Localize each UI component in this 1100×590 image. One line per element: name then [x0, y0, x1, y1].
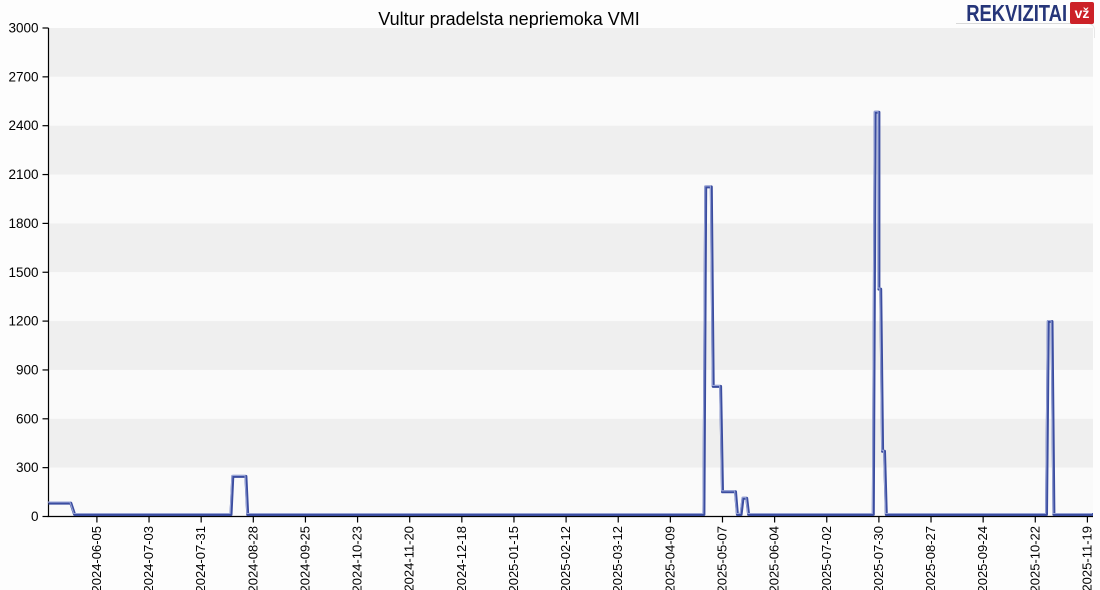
grid-band	[48, 223, 1093, 273]
chart-title: Vultur pradelsta nepriemoka VMI	[378, 9, 640, 29]
x-tick-label: 2025-07-30	[871, 526, 886, 590]
y-tick-label: 600	[16, 411, 39, 426]
data-series	[47, 110, 1093, 516]
vz-logo-badge: vž	[1070, 2, 1094, 24]
x-tick-label: 2025-08-27	[923, 526, 938, 590]
x-tick-label: 2025-10-22	[1027, 526, 1042, 590]
y-tick-label: 2100	[8, 167, 38, 182]
x-axis-ticks: 2024-06-05 2024-07-03 2024-07-31 2024-08-28…	[89, 516, 1094, 590]
rekvizitai-logo[interactable]: REKVIZITAI vž	[941, 0, 1094, 26]
series-line	[48, 110, 1093, 516]
y-tick-label: 1800	[8, 216, 38, 231]
y-tick-label: 900	[16, 362, 39, 377]
x-tick-label: 2024-12-18	[454, 526, 469, 590]
y-tick-label: 3000	[8, 21, 38, 36]
x-tick-label: 2025-01-15	[506, 526, 521, 590]
x-tick-label: 2025-07-02	[819, 526, 834, 590]
x-tick-label: 2025-04-09	[662, 526, 677, 590]
grid-band	[48, 76, 1093, 126]
series-line-highlight	[47, 110, 1093, 515]
x-tick-label: 2024-10-23	[350, 526, 365, 590]
x-tick-label: 2024-08-28	[245, 526, 260, 590]
y-tick-label: 1500	[8, 265, 38, 280]
panel-top-right-border	[956, 23, 1095, 38]
grid-band	[48, 174, 1093, 224]
grid-band	[48, 321, 1093, 370]
rekvizitai-logo-text: REKVIZITAI	[966, 0, 1067, 26]
x-tick-label: 2024-11-20	[402, 526, 417, 590]
x-tick-label: 2024-09-25	[297, 526, 312, 590]
y-tick-label: 2400	[8, 118, 38, 133]
grid-band	[48, 125, 1093, 175]
y-tick-label: 1200	[8, 314, 38, 329]
y-tick-label: 2700	[8, 69, 38, 84]
x-tick-label: 2025-02-12	[558, 526, 573, 590]
x-tick-label: 2025-05-07	[714, 526, 729, 590]
y-tick-label: 300	[16, 460, 39, 475]
x-tick-label: 2024-07-03	[141, 526, 156, 590]
x-tick-label: 2025-09-24	[975, 526, 990, 590]
x-tick-label: 2025-06-04	[767, 526, 782, 590]
x-tick-label: 2024-07-31	[193, 526, 208, 590]
grid-band	[48, 28, 1093, 77]
plot-background-bands	[48, 28, 1093, 517]
grid-band	[48, 418, 1093, 468]
y-axis-ticks: 0 300 600 900 1200 1500 1800 2100 2400 2700 3000	[8, 21, 49, 524]
x-tick-label: 2024-06-05	[89, 526, 104, 590]
grid-band	[48, 467, 1093, 517]
x-tick-label: 2025-03-12	[610, 526, 625, 590]
y-tick-label: 0	[31, 509, 39, 524]
grid-band	[48, 272, 1093, 322]
grid-band	[48, 369, 1093, 419]
x-tick-label: 2025-11-19	[1079, 526, 1094, 590]
